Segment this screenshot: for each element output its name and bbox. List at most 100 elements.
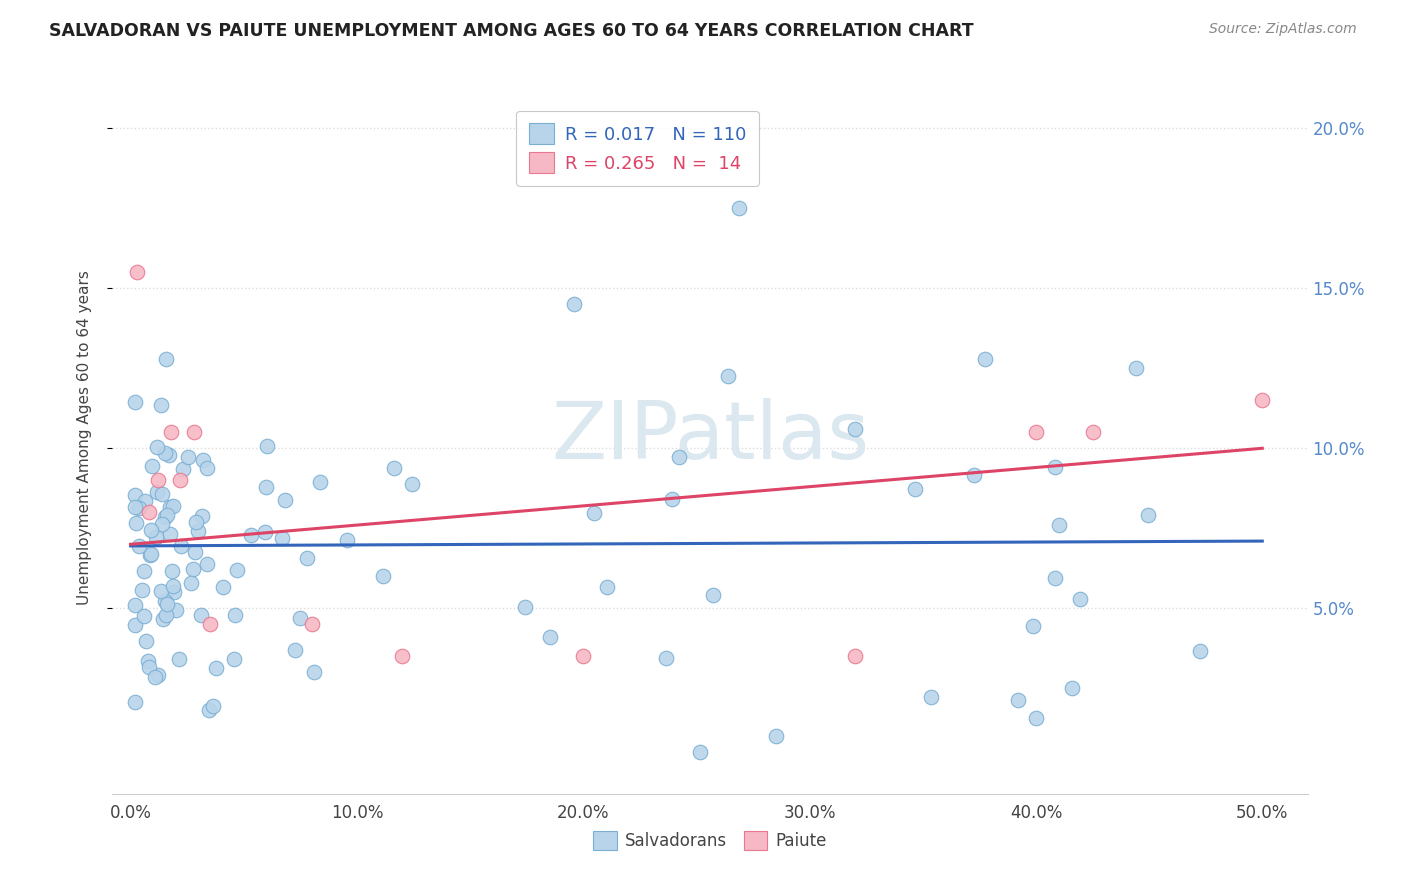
Point — [226, 563, 249, 577]
Point — [136, 655, 159, 669]
Point — [149, 583, 172, 598]
Point — [124, 599, 146, 613]
Point — [202, 699, 225, 714]
Point — [844, 422, 866, 436]
Point — [172, 462, 194, 476]
Point — [155, 352, 177, 367]
Text: Source: ZipAtlas.com: Source: ZipAtlas.com — [1209, 22, 1357, 37]
Point — [515, 599, 537, 614]
Point — [180, 576, 202, 591]
Point — [141, 547, 163, 561]
Point — [141, 458, 163, 473]
Point — [596, 580, 619, 594]
Point — [160, 425, 183, 440]
Point — [176, 450, 198, 464]
Point — [295, 551, 318, 566]
Point — [191, 509, 214, 524]
Point — [1025, 711, 1047, 725]
Point — [159, 527, 181, 541]
Point — [304, 665, 326, 679]
Point — [134, 493, 156, 508]
Point — [1125, 361, 1147, 376]
Point — [1007, 693, 1029, 707]
Point — [1251, 393, 1274, 408]
Point — [138, 660, 160, 674]
Point — [1069, 591, 1091, 606]
Point — [190, 607, 212, 622]
Point — [139, 548, 162, 562]
Point — [153, 510, 176, 524]
Point — [146, 485, 169, 500]
Point — [301, 617, 323, 632]
Point — [149, 398, 172, 412]
Point — [183, 425, 205, 440]
Point — [1081, 425, 1104, 440]
Point — [124, 695, 146, 709]
Point — [193, 452, 215, 467]
Point — [1022, 618, 1045, 632]
Point — [131, 583, 153, 598]
Point — [963, 468, 986, 483]
Point — [211, 580, 233, 594]
Point — [335, 533, 357, 548]
Point — [162, 564, 184, 578]
Point — [1025, 425, 1047, 440]
Point — [765, 729, 787, 743]
Point — [124, 617, 146, 632]
Point — [920, 690, 942, 704]
Point — [844, 649, 866, 664]
Point — [224, 608, 246, 623]
Legend: Salvadorans, Paiute: Salvadorans, Paiute — [586, 824, 834, 857]
Point — [1045, 571, 1067, 585]
Point — [145, 440, 167, 454]
Point — [150, 516, 173, 531]
Point — [240, 528, 263, 542]
Point — [152, 612, 174, 626]
Point — [125, 516, 148, 530]
Point — [391, 649, 413, 664]
Text: SALVADORAN VS PAIUTE UNEMPLOYMENT AMONG AGES 60 TO 64 YEARS CORRELATION CHART: SALVADORAN VS PAIUTE UNEMPLOYMENT AMONG … — [49, 22, 974, 40]
Point — [124, 395, 146, 409]
Point — [290, 611, 312, 625]
Point — [904, 483, 927, 497]
Point — [702, 588, 724, 602]
Point — [727, 201, 749, 215]
Point — [195, 557, 218, 571]
Point — [222, 652, 245, 666]
Point — [253, 525, 276, 540]
Point — [184, 545, 207, 559]
Point — [373, 569, 395, 583]
Point — [155, 608, 177, 623]
Point — [195, 460, 218, 475]
Point — [128, 500, 150, 515]
Point — [1189, 644, 1212, 658]
Point — [145, 530, 167, 544]
Point — [143, 670, 166, 684]
Point — [655, 650, 678, 665]
Point — [150, 487, 173, 501]
Point — [256, 439, 278, 453]
Point — [198, 703, 221, 717]
Point — [157, 448, 180, 462]
Point — [572, 649, 595, 664]
Point — [198, 617, 221, 632]
Point — [689, 745, 711, 759]
Point — [124, 500, 146, 514]
Point — [128, 539, 150, 553]
Point — [562, 297, 585, 311]
Point — [181, 562, 204, 576]
Point — [141, 523, 163, 537]
Point — [156, 508, 179, 522]
Point — [187, 524, 209, 539]
Point — [538, 630, 561, 644]
Point — [309, 475, 332, 490]
Point — [146, 473, 169, 487]
Point — [205, 660, 228, 674]
Point — [138, 505, 160, 519]
Point — [1060, 681, 1083, 695]
Point — [146, 668, 169, 682]
Point — [717, 368, 740, 383]
Point — [284, 643, 307, 657]
Point — [162, 578, 184, 592]
Point — [134, 609, 156, 624]
